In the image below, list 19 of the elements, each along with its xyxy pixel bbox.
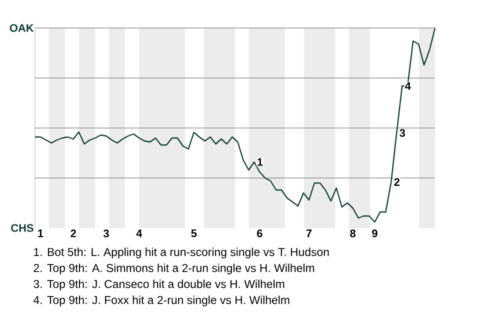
x-tick-label: 4 [136, 230, 142, 238]
text: 2. Top 9th: A. Simmons hit a 2-run single vs H. Wilhelm [34, 264, 314, 274]
text: CHS [11, 224, 34, 232]
text: 1. Bot 5th: L. Appling hit a run-scoring single vs T. Hudson [34, 248, 329, 258]
x-tick-label: 7 [306, 230, 312, 238]
text: 3. Top 9th: J. Canseco hit a double vs H. Wilhelm [34, 280, 284, 290]
x-tick-label: 9 [372, 230, 378, 238]
x-tick-label: 8 [350, 230, 356, 238]
x-tick-label: 5 [191, 230, 197, 238]
annotation: 3 [400, 129, 406, 137]
x-tick-label: 2 [70, 230, 76, 238]
annotation: 4 [404, 82, 411, 90]
text: OAK [10, 24, 34, 32]
annotation: 1 [258, 158, 263, 166]
x-tick-label: 1 [38, 230, 44, 238]
x-tick-label: 6 [257, 230, 262, 238]
text: 4. Top 9th: J. Foxx hit a 2-run single vs H. Wilhelm [33, 296, 290, 306]
annotation: 2 [394, 178, 400, 186]
x-tick-label: 3 [103, 230, 109, 238]
